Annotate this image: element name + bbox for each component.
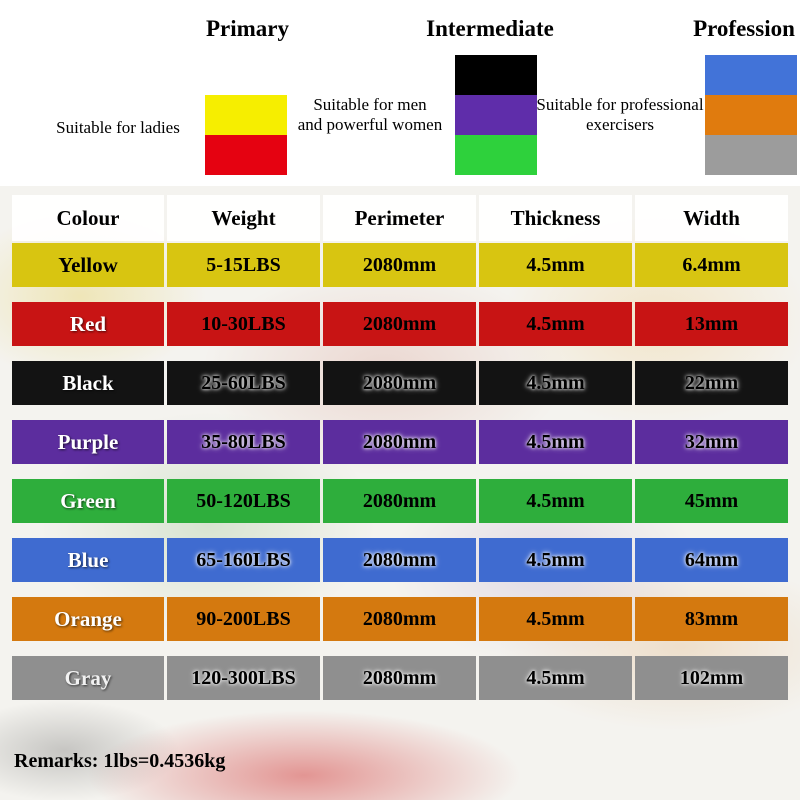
cell-weight: 120-300LBS	[167, 656, 320, 700]
table-row: Red 10-30LBS 2080mm 4.5mm 13mm	[12, 302, 788, 346]
cell-weight: 50-120LBS	[167, 479, 320, 523]
cell-colour: Purple	[12, 420, 164, 464]
cell-width: 102mm	[635, 656, 788, 700]
cell-width: 6.4mm	[635, 243, 788, 287]
cell-weight: 25-60LBS	[167, 361, 320, 405]
table-row: Black 25-60LBS 2080mm 4.5mm 22mm	[12, 361, 788, 405]
cell-colour: Black	[12, 361, 164, 405]
cell-width: 22mm	[635, 361, 788, 405]
color-swatch	[455, 55, 537, 95]
table-row: Purple 35-80LBS 2080mm 4.5mm 32mm	[12, 420, 788, 464]
cell-thickness: 4.5mm	[479, 420, 632, 464]
cell-colour: Red	[12, 302, 164, 346]
cell-perimeter: 2080mm	[323, 597, 476, 641]
category-title-primary: Primary	[205, 16, 289, 41]
table-row: Yellow 5-15LBS 2080mm 4.5mm 6.4mm	[12, 243, 788, 287]
cell-colour: Yellow	[12, 243, 164, 287]
color-swatch	[205, 135, 287, 175]
cell-width: 83mm	[635, 597, 788, 641]
cell-perimeter: 2080mm	[323, 302, 476, 346]
cell-weight: 35-80LBS	[167, 420, 320, 464]
color-swatch	[455, 95, 537, 135]
cell-perimeter: 2080mm	[323, 479, 476, 523]
cell-width: 45mm	[635, 479, 788, 523]
color-swatch	[705, 95, 797, 135]
cell-thickness: 4.5mm	[479, 538, 632, 582]
cell-width: 32mm	[635, 420, 788, 464]
table-row: Blue 65-160LBS 2080mm 4.5mm 64mm	[12, 538, 788, 582]
table-row: Gray 120-300LBS 2080mm 4.5mm 102mm	[12, 656, 788, 700]
swatch-stack-intermediate	[455, 55, 537, 175]
cell-thickness: 4.5mm	[479, 302, 632, 346]
table-body: Yellow 5-15LBS 2080mm 4.5mm 6.4mm Red 10-30LBS…	[12, 243, 788, 700]
cell-colour: Gray	[12, 656, 164, 700]
category-description-primary: Suitable for ladies	[38, 118, 198, 138]
color-swatch	[205, 95, 287, 135]
category-title-profession: Profession	[693, 16, 795, 41]
category-title-intermediate: Intermediate	[426, 16, 554, 41]
cell-weight: 10-30LBS	[167, 302, 320, 346]
cell-weight: 5-15LBS	[167, 243, 320, 287]
category-description-profession: Suitable for professional exercisers	[536, 95, 704, 135]
description-line: Suitable for men	[313, 95, 427, 114]
swatch-stack-primary	[205, 95, 287, 175]
cell-width: 64mm	[635, 538, 788, 582]
table-header-row: Colour Weight Perimeter Thickness Width	[12, 195, 788, 241]
cell-thickness: 4.5mm	[479, 479, 632, 523]
description-line: exercisers	[586, 115, 654, 134]
header-perimeter: Perimeter	[323, 195, 476, 241]
cell-thickness: 4.5mm	[479, 597, 632, 641]
cell-perimeter: 2080mm	[323, 361, 476, 405]
cell-thickness: 4.5mm	[479, 656, 632, 700]
table-row: Orange 90-200LBS 2080mm 4.5mm 83mm	[12, 597, 788, 641]
cell-weight: 90-200LBS	[167, 597, 320, 641]
color-swatch	[705, 55, 797, 95]
cell-width: 13mm	[635, 302, 788, 346]
category-description-intermediate: Suitable for men and powerful women	[288, 95, 452, 135]
header-colour: Colour	[12, 195, 164, 241]
cell-colour: Orange	[12, 597, 164, 641]
cell-perimeter: 2080mm	[323, 243, 476, 287]
cell-thickness: 4.5mm	[479, 361, 632, 405]
cell-colour: Green	[12, 479, 164, 523]
header-thickness: Thickness	[479, 195, 632, 241]
cell-weight: 65-160LBS	[167, 538, 320, 582]
color-swatch	[705, 135, 797, 175]
cell-colour: Blue	[12, 538, 164, 582]
description-line: Suitable for professional	[536, 95, 704, 114]
cell-perimeter: 2080mm	[323, 656, 476, 700]
description-line: Suitable for ladies	[56, 118, 180, 137]
header-width: Width	[635, 195, 788, 241]
color-swatch	[455, 135, 537, 175]
spec-table: Colour Weight Perimeter Thickness Width …	[12, 195, 788, 715]
description-line: and powerful women	[297, 115, 443, 134]
cell-perimeter: 2080mm	[323, 538, 476, 582]
table-row: Green 50-120LBS 2080mm 4.5mm 45mm	[12, 479, 788, 523]
cell-thickness: 4.5mm	[479, 243, 632, 287]
swatch-stack-profession	[705, 55, 797, 175]
cell-perimeter: 2080mm	[323, 420, 476, 464]
remarks-text: Remarks: 1lbs=0.4536kg	[14, 750, 226, 772]
header-weight: Weight	[167, 195, 320, 241]
